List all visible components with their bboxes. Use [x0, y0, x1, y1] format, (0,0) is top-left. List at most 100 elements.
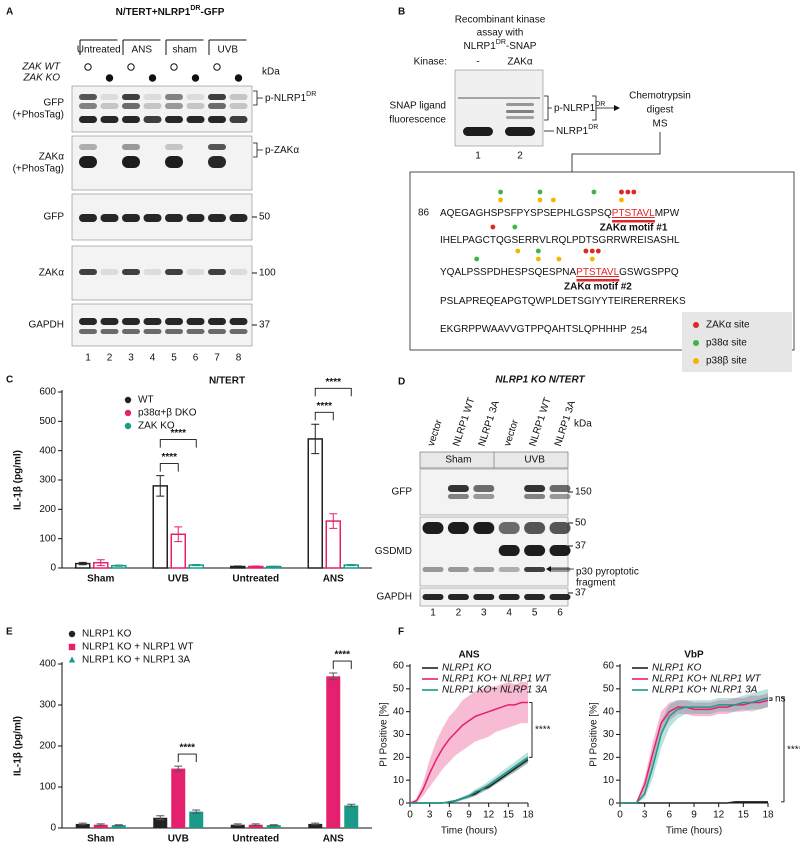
legend-marker	[124, 422, 132, 430]
error-bar	[269, 824, 278, 827]
blot-band	[229, 103, 248, 109]
blot-label: GFP	[43, 98, 64, 109]
error-bar	[174, 526, 183, 543]
x-tick-label: 12	[483, 810, 495, 821]
blot-band	[506, 103, 534, 106]
y-tick-label: 300	[39, 475, 56, 486]
blot-band	[473, 594, 495, 600]
kinase-label: Kinase:	[414, 57, 447, 68]
blot-band	[208, 144, 226, 150]
genotype-symbol	[84, 63, 92, 71]
y-tick-label: 100	[39, 533, 56, 544]
kinase: -	[476, 57, 479, 68]
legend-marker	[68, 656, 76, 663]
blot-band	[122, 156, 140, 168]
blot-band	[229, 214, 248, 222]
site-dot	[515, 248, 521, 254]
blot-band	[473, 485, 495, 492]
residue-number: 86	[418, 208, 430, 219]
blot-band	[208, 318, 226, 325]
bar	[308, 823, 323, 828]
blot	[71, 85, 253, 133]
blot-band	[186, 269, 205, 275]
sequence-line: AQEGAGHSPSFPYSPSEPHLGSPSQPTSTAVLMPW	[440, 208, 680, 219]
blot-band	[165, 318, 183, 325]
blot-band	[524, 485, 546, 492]
significance-label: ****	[179, 743, 195, 754]
legend-label: NLRP1 KO	[82, 629, 132, 640]
error-bar	[347, 563, 356, 567]
error-bar	[233, 565, 242, 568]
series-line	[410, 756, 529, 804]
site-dot	[537, 189, 543, 195]
y-tick-label: 50	[393, 683, 405, 694]
lane-number: 6	[557, 608, 563, 619]
blot-band	[79, 156, 97, 168]
y-tick-label: 30	[603, 729, 615, 740]
legend-dot	[693, 322, 699, 328]
y-tick-label: 600	[39, 387, 56, 398]
lane-number: 3	[128, 353, 134, 364]
significance-bracket	[314, 387, 352, 397]
genotype-symbol	[148, 74, 157, 82]
construct-label: NLRP1 3A	[477, 399, 502, 448]
y-tick-label: 40	[393, 706, 405, 717]
band-annotation: p-ZAKα	[265, 145, 299, 156]
fragment-label: fragment	[576, 578, 616, 589]
blot-band	[186, 214, 205, 222]
blot-band	[143, 116, 162, 123]
bracket	[253, 142, 263, 158]
construct-label: vector	[426, 418, 445, 448]
arrow-head	[546, 566, 551, 572]
lane-number: 4	[150, 353, 156, 364]
error-bar	[329, 513, 338, 529]
blot-band	[498, 522, 520, 534]
kda-label: kDa	[262, 67, 280, 78]
blot-band	[447, 494, 469, 499]
motif-underline	[576, 279, 620, 282]
treatment-label: Sham	[445, 455, 471, 466]
site-dot	[535, 248, 541, 254]
site-dot	[490, 224, 496, 230]
blot-band	[165, 156, 183, 168]
site-dot	[595, 248, 601, 254]
blot-label: ZAKα	[39, 152, 64, 163]
assay-title: Recombinant kinase	[455, 15, 546, 26]
genotype-symbol	[127, 63, 135, 71]
blot-label: ZAKα	[39, 268, 64, 279]
sequence-line: PSLAPREQEAPGTQWPLDETSGIYYTEIRERERREKS	[440, 296, 686, 307]
x-tick-label: 12	[713, 810, 725, 821]
blot-band	[506, 110, 534, 113]
y-tick-label: 30	[393, 729, 405, 740]
x-tick-label: UVB	[168, 834, 189, 844]
error-bar	[311, 423, 320, 455]
connector	[571, 132, 661, 172]
blot-band	[79, 103, 97, 109]
band-annotation-part: DR	[306, 91, 316, 98]
x-tick-label: ANS	[323, 574, 344, 585]
blot-band	[143, 318, 162, 325]
blot-label: GFP	[43, 212, 64, 223]
series-line	[620, 699, 769, 804]
site-dot	[498, 197, 503, 203]
kda-marker: 37	[575, 588, 587, 599]
bar	[307, 438, 323, 569]
chart-title: ANS	[458, 650, 479, 661]
group-label: sham	[173, 45, 197, 56]
panel-label: D	[398, 377, 405, 388]
error-bar	[347, 803, 356, 808]
bar	[93, 824, 108, 828]
error-bar	[192, 563, 201, 567]
error-bar	[269, 565, 278, 568]
lane-number: 1	[85, 353, 91, 364]
blot-band	[447, 567, 469, 572]
genotype-symbol	[213, 63, 221, 71]
panel-title-part: DR	[190, 5, 200, 12]
x-tick-label: 0	[617, 810, 623, 821]
blot-band	[79, 269, 97, 275]
significance-label: ****	[316, 401, 332, 412]
x-tick-label: 3	[642, 810, 648, 821]
blot-band	[186, 103, 205, 109]
sequence-part: GSWGSPPQ	[619, 267, 679, 278]
site-dot	[619, 197, 624, 203]
